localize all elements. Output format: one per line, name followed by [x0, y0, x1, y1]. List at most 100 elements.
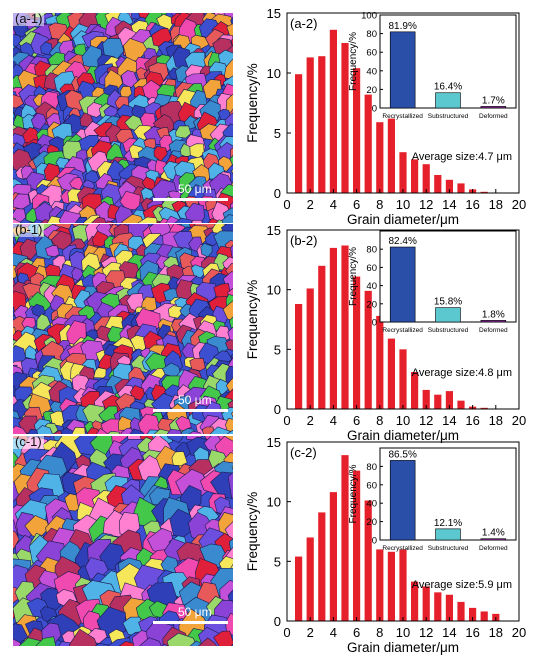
panel-label: (a-2): [290, 16, 317, 31]
chart-2: 0 2 4 6 8 10 12 14 16 18 20 0 5 10 15 Grain diameter/μm…: [245, 435, 526, 655]
grain: [13, 94, 24, 109]
x-tick-label: 4: [330, 413, 337, 428]
grain: [226, 429, 233, 434]
bar: [457, 601, 465, 621]
inset-y-tick-label: 60: [366, 263, 377, 274]
ebsd-map-a: (a-1) 50 μm: [13, 13, 233, 223]
chart-0: 0 2 4 6 8 10 12 14 16 18 20 0 5 10 15 Grain diameter/μm…: [245, 6, 526, 227]
grain: [120, 427, 134, 434]
x-tick-label: 0: [283, 413, 290, 428]
inset-value-label: 1.7%: [482, 95, 505, 106]
inset-category-label: Deformed: [479, 113, 508, 120]
grain: [210, 471, 233, 499]
x-tick-label: 4: [330, 197, 337, 212]
x-tick-label: 14: [442, 197, 456, 212]
bar: [387, 338, 395, 409]
scale-bar-b: [153, 409, 228, 412]
grain: [40, 41, 53, 56]
x-tick-label: 0: [283, 625, 290, 640]
inset-bar: [435, 307, 461, 323]
x-tick-label: 8: [376, 625, 383, 640]
bar: [387, 551, 395, 621]
x-tick-label: 2: [307, 197, 314, 212]
grain: [231, 465, 233, 471]
y-tick-label: 10: [267, 283, 281, 298]
y-tick-label: 10: [267, 66, 281, 81]
bar: [376, 315, 384, 409]
bar: [295, 556, 303, 621]
grain: [94, 642, 114, 646]
bar: [295, 303, 303, 409]
bar: [318, 56, 326, 194]
grain: [118, 640, 135, 646]
bar: [480, 191, 488, 193]
grain: [139, 637, 162, 646]
bar: [434, 394, 442, 409]
average-size-annotation: Average size:4.7 μm: [412, 151, 512, 163]
grain: [161, 643, 169, 646]
y-tick-label: 0: [274, 402, 281, 417]
grain: [13, 218, 21, 223]
x-tick-label: 16: [465, 197, 479, 212]
bar: [422, 586, 430, 621]
grain: [30, 112, 47, 130]
scale-label-a: 50 μm: [178, 182, 212, 196]
grain: [86, 102, 103, 118]
x-tick-label: 18: [489, 197, 503, 212]
inset-category-label: Substructured: [428, 327, 469, 334]
scale-label-c: 50 μm: [178, 605, 212, 619]
bar: [318, 265, 326, 409]
grain: [231, 169, 233, 175]
grain: [225, 93, 233, 115]
inset-value-label: 12.1%: [434, 518, 462, 529]
inset-value-label: 86.5%: [388, 449, 416, 460]
grain: [175, 125, 192, 139]
grain: [86, 427, 101, 434]
x-tick-label: 18: [489, 625, 503, 640]
grain: [71, 267, 84, 282]
grain: [227, 326, 233, 344]
bar: [480, 407, 488, 409]
grain: [68, 628, 98, 646]
bar: [376, 549, 384, 621]
ebsd-map-b: (b-1) 50 μm: [13, 224, 233, 434]
grain: [166, 428, 182, 434]
x-tick-label: 6: [353, 625, 360, 640]
grain: [213, 630, 233, 646]
x-tick-label: 8: [376, 197, 383, 212]
y-tick-label: 0: [274, 614, 281, 629]
grain: [171, 451, 188, 466]
inset-bar: [435, 528, 461, 541]
grain: [137, 216, 158, 223]
bar: [341, 245, 349, 409]
bar: [387, 118, 395, 193]
grain: [230, 244, 233, 259]
panel-label: (c-2): [290, 445, 317, 460]
grain: [174, 217, 193, 223]
grain: [225, 418, 233, 433]
bar: [422, 389, 430, 409]
inset-y-tick-label: 20: [366, 85, 377, 96]
x-tick-label: 14: [442, 625, 456, 640]
y-tick-label: 15: [267, 223, 281, 238]
x-tick-label: 4: [330, 625, 337, 640]
inset-y-axis-label: Frequency/%: [348, 464, 359, 523]
grain: [228, 316, 233, 331]
inset-value-label: 15.8%: [434, 297, 462, 308]
bar: [469, 607, 477, 621]
bar: [353, 470, 361, 621]
y-tick-label: 5: [274, 342, 281, 357]
inset-y-tick-label: 60: [366, 48, 377, 59]
inset-category-label: Deformed: [479, 545, 508, 552]
inset-y-tick-label: 80: [366, 462, 377, 473]
inset-y-tick-label: 0: [372, 318, 377, 329]
grain: [36, 425, 53, 434]
bar: [445, 179, 453, 193]
y-tick-label: 5: [274, 554, 281, 569]
grain: [13, 23, 28, 38]
grain: [91, 216, 107, 223]
scale-label-b: 50 μm: [178, 393, 212, 407]
inset-bar: [389, 460, 416, 541]
